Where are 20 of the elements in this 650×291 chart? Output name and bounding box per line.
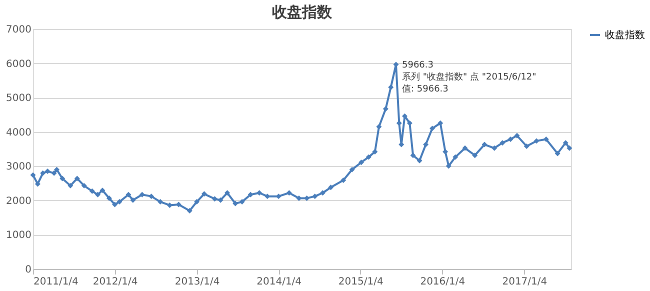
y-tick-label: 0 <box>25 264 32 276</box>
annotation: 系列 "收盘指数" 点 "2015/6/12" <box>402 71 536 82</box>
y-tick-label: 6000 <box>6 58 32 70</box>
y-tick-label: 5000 <box>6 93 32 104</box>
y-tick-label: 2000 <box>6 196 32 207</box>
x-tick-label: 2012/1/4 <box>92 276 138 288</box>
y-tick-label: 3000 <box>6 162 32 173</box>
x-tick-label: 2017/1/4 <box>502 276 548 288</box>
annotation: 值: 5966.3 <box>402 83 448 94</box>
y-tick-label: 1000 <box>6 230 32 242</box>
x-tick-label: 2015/1/4 <box>338 276 384 288</box>
x-tick-label: 2013/1/4 <box>174 276 220 288</box>
y-tick-label: 4000 <box>6 127 32 138</box>
x-tick-label: 2016/1/4 <box>420 276 466 288</box>
legend-label: 收盘指数 <box>605 29 645 41</box>
y-tick-label: 7000 <box>6 24 32 36</box>
annotation: 5966.3 <box>402 60 434 70</box>
x-tick-label: 2011/1/4 <box>34 276 78 288</box>
chart-title: 收盘指数 <box>272 3 333 21</box>
x-tick-label: 2014/1/4 <box>256 276 302 288</box>
